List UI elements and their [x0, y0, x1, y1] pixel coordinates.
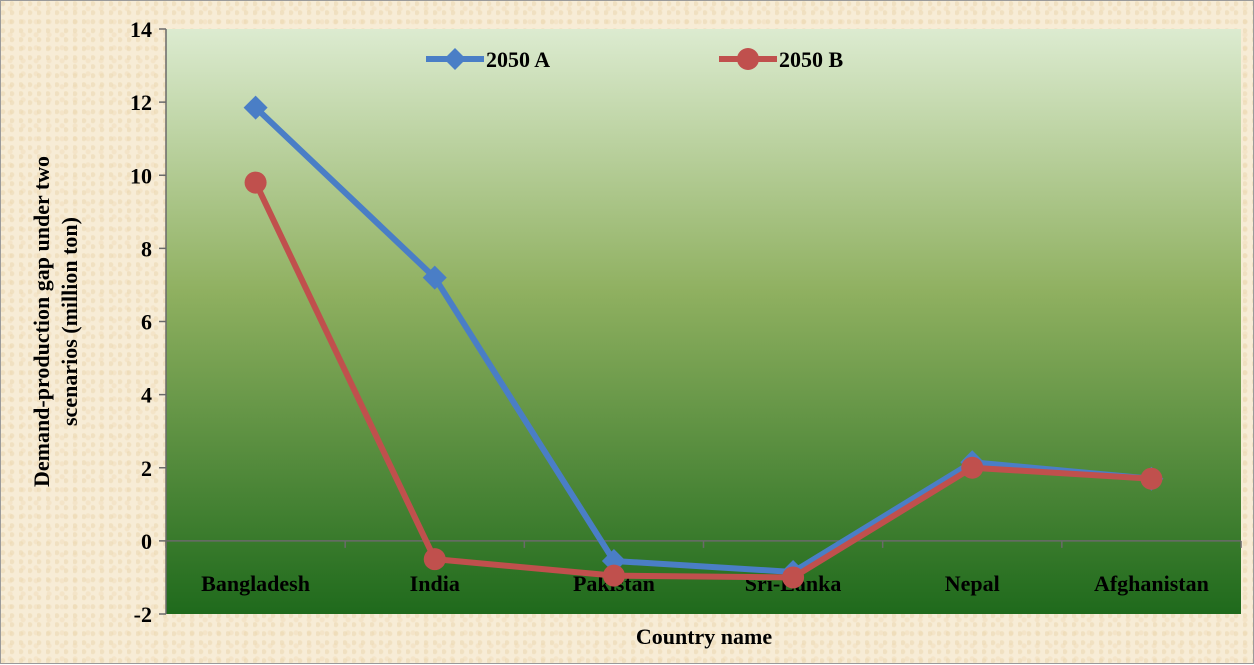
y-tick-label: 2 [141, 456, 152, 481]
legend-entry: 2050 B [719, 47, 844, 72]
x-axis-title: Country name [636, 624, 773, 649]
axes [159, 28, 1242, 615]
y-tick-label: 6 [141, 310, 152, 335]
y-tick-label: 4 [141, 383, 152, 408]
y-tick-labels: -2 0 2 4 6 8 10 12 14 [130, 17, 152, 627]
legend-marker [737, 48, 759, 70]
x-tick-label: Bangladesh [201, 571, 310, 596]
legend-marker [444, 48, 466, 70]
y-tick-label: 12 [130, 90, 152, 115]
x-tick-label: Nepal [945, 571, 1000, 596]
data-point [244, 171, 267, 194]
plot-area [166, 29, 1241, 614]
legend-entry: 2050 A [426, 47, 550, 72]
legend: 2050 A 2050 B [426, 47, 844, 72]
y-axis-title-line: scenarios (million ton) [57, 217, 82, 426]
data-point [782, 566, 805, 589]
y-tick-label: 8 [141, 236, 152, 261]
data-point [1140, 467, 1163, 490]
data-point [602, 564, 625, 587]
y-axis-title-line: Demand-production gap under two [29, 156, 54, 487]
x-tick-label: India [410, 571, 460, 596]
series-2050-b [244, 171, 1163, 589]
x-tick-label: Afghanistan [1094, 571, 1209, 596]
data-point [423, 548, 446, 571]
data-point [961, 456, 984, 479]
y-tick-label: -2 [134, 602, 152, 627]
series-line [252, 181, 1152, 581]
legend-label: 2050 A [486, 47, 550, 72]
y-tick-label: 0 [141, 529, 152, 554]
data-point [422, 265, 447, 290]
y-tick-label: 14 [130, 17, 152, 42]
y-axis-title: Demand-production gap under two scenarios… [29, 156, 82, 487]
y-tick-label: 10 [130, 163, 152, 188]
series-group [243, 95, 1164, 589]
data-point [243, 95, 268, 120]
legend-label: 2050 B [779, 47, 844, 72]
series-line [253, 105, 1152, 575]
